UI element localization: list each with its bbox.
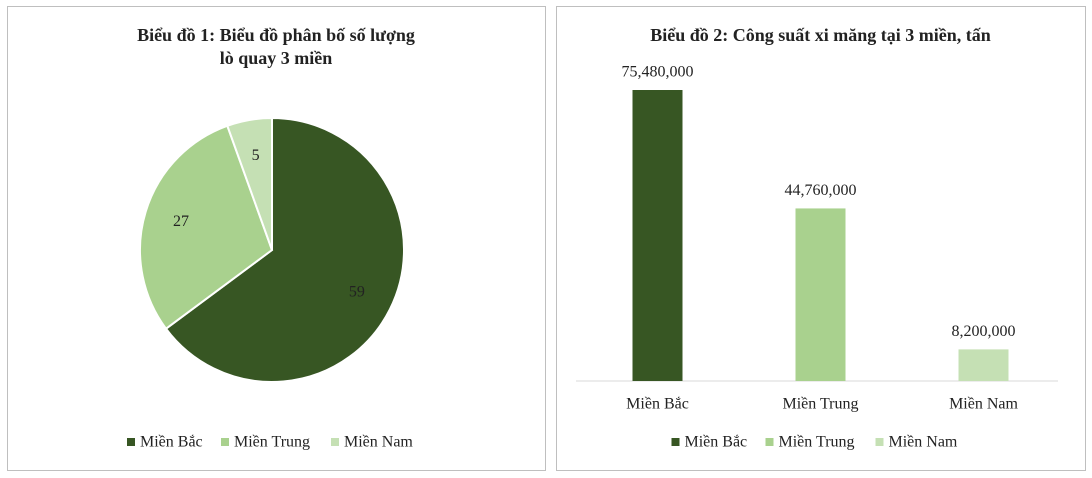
- legend-swatch: [765, 438, 774, 446]
- bar: [795, 208, 846, 381]
- data-label: 8,200,000: [952, 323, 1016, 340]
- legend-swatch: [127, 438, 135, 446]
- data-label: 27: [173, 213, 189, 230]
- bar: [958, 349, 1009, 381]
- legend-swatch: [671, 438, 680, 446]
- legend-label: Miền Bắc: [140, 434, 203, 451]
- pie-slice: [226, 116, 273, 251]
- data-label: 44,760,000: [785, 182, 857, 199]
- x-tick-label: Miền Bắc: [626, 396, 689, 413]
- legend-swatch: [221, 438, 229, 446]
- legend-label: Miền Nam: [889, 434, 958, 451]
- chart-title: Biểu đồ 1: Biểu đồ phân bố số lượng: [137, 25, 415, 45]
- legend-label: Miền Bắc: [685, 434, 748, 451]
- data-label: 59: [349, 283, 365, 300]
- x-tick-label: Miền Trung: [782, 396, 858, 413]
- legend-label: Miền Trung: [234, 434, 310, 451]
- legend-label: Miền Nam: [344, 434, 413, 451]
- chart-title: lò quay 3 miền: [220, 48, 333, 68]
- legend-swatch: [331, 438, 339, 446]
- legend-swatch: [875, 438, 884, 446]
- bar: [632, 90, 683, 381]
- chart-title: Biểu đồ 2: Công suất xi măng tại 3 miền,…: [650, 25, 991, 45]
- x-tick-label: Miền Nam: [949, 396, 1018, 413]
- pie-slice: [164, 116, 405, 383]
- legend-label: Miền Trung: [779, 434, 855, 451]
- data-label: 75,480,000: [622, 64, 694, 81]
- data-label: 5: [252, 147, 260, 164]
- pie-slice: [139, 124, 274, 331]
